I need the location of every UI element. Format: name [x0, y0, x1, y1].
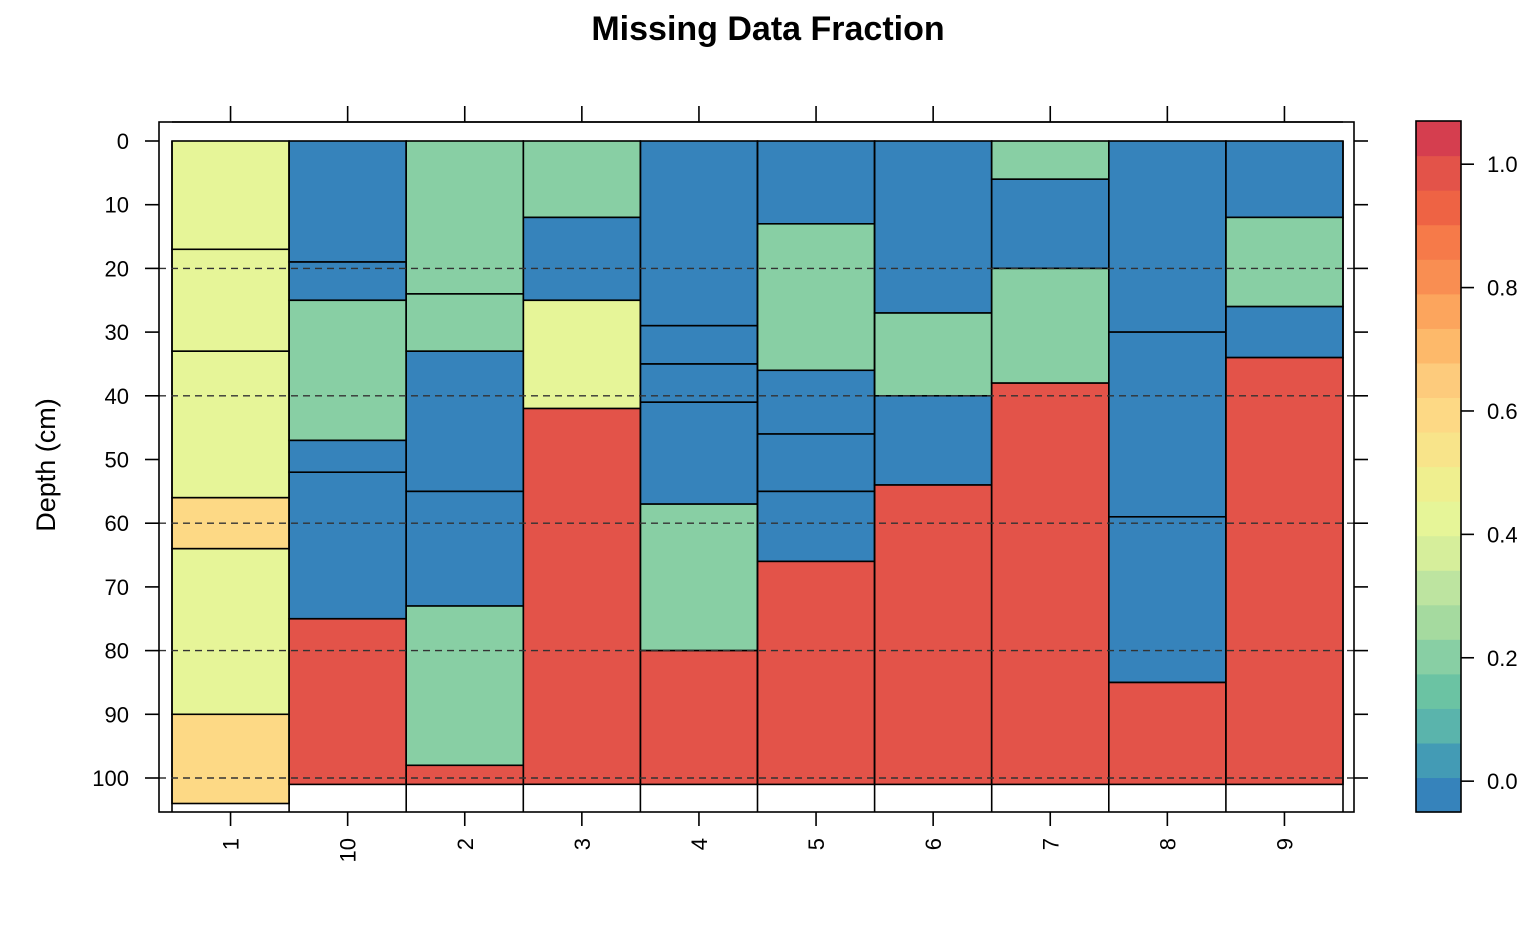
horizon-2-1	[405, 293, 525, 352]
x-tick-label-2: 2	[453, 838, 478, 850]
horizon-2-0	[405, 140, 525, 295]
horizon-5-2	[756, 369, 876, 435]
y-tick-label-50: 50	[105, 448, 129, 473]
colorbar-frame	[1415, 120, 1462, 813]
horizon-3-1	[522, 216, 642, 301]
y-tick-label-40: 40	[105, 384, 129, 409]
y-tick-label-60: 60	[105, 511, 129, 536]
x-tick-label-5: 5	[804, 838, 829, 850]
colorbar-tick-label-4: 0.8	[1487, 276, 1518, 301]
colorbar-segment-5	[1416, 604, 1461, 640]
horizon-4-5	[639, 649, 759, 786]
colorbar-segment-12	[1416, 362, 1461, 398]
colorbar-segment-1	[1416, 742, 1461, 779]
colorbar-segment-13	[1416, 328, 1461, 364]
horizon-7-1	[990, 178, 1110, 270]
horizon-7-3	[990, 382, 1110, 786]
horizon-6-0	[873, 140, 993, 314]
horizon-4-0	[639, 140, 759, 327]
colorbar-segment-4	[1416, 639, 1461, 675]
horizon-10-3	[288, 439, 408, 474]
colorbar-tick-label-5: 1.0	[1487, 152, 1518, 177]
colorbar-tick-label-1: 0.2	[1487, 646, 1518, 671]
y-tick-label-90: 90	[105, 702, 129, 727]
y-axis-label: Depth (cm)	[31, 398, 61, 532]
colorbar-segment-3	[1416, 673, 1461, 709]
horizon-2-4	[405, 605, 525, 767]
x-tick-label-9: 9	[1272, 838, 1297, 850]
y-tick-label-10: 10	[105, 193, 129, 218]
horizon-8-0	[1108, 140, 1227, 333]
x-tick-label-1: 1	[219, 838, 244, 850]
colorbar-tick-label-0: 0.0	[1487, 769, 1518, 794]
horizon-2-2	[405, 350, 525, 493]
y-tick-label-70: 70	[105, 575, 129, 600]
y-tick-label-20: 20	[105, 256, 129, 281]
y-tick-label-100: 100	[92, 766, 129, 791]
horizon-5-1	[756, 223, 876, 372]
horizon-4-1	[639, 324, 759, 365]
chart-title: Missing Data Fraction	[591, 10, 945, 48]
colorbar-tick-label-3: 0.6	[1487, 399, 1518, 424]
colorbar-segment-9	[1416, 466, 1461, 502]
colorbar-segment-16	[1416, 224, 1461, 260]
horizon-9-1	[1225, 216, 1344, 308]
horizon-4-4	[639, 503, 759, 652]
horizon-1-0	[171, 140, 290, 251]
colorbar-segment-6	[1416, 570, 1461, 606]
horizon-5-4	[756, 490, 876, 563]
x-tick-label-6: 6	[921, 838, 946, 850]
horizon-2-3	[405, 490, 525, 607]
x-tick-label-3: 3	[570, 838, 595, 850]
horizon-7-2	[990, 267, 1110, 384]
y-tick-label-0: 0	[117, 129, 129, 154]
horizon-8-1	[1108, 331, 1227, 518]
colorbar-segment-14	[1416, 293, 1461, 329]
x-tick-label-7: 7	[1038, 838, 1063, 850]
horizon-3-0	[522, 140, 642, 219]
horizon-10-4	[288, 471, 408, 620]
horizon-8-3	[1108, 681, 1227, 786]
horizon-5-5	[756, 560, 876, 786]
horizon-1-4	[171, 547, 290, 716]
horizon-4-3	[639, 401, 759, 505]
y-tick-label-80: 80	[105, 639, 129, 664]
horizon-3-2	[522, 299, 642, 410]
horizon-9-3	[1225, 356, 1344, 786]
horizon-9-2	[1225, 305, 1344, 359]
horizon-5-0	[756, 140, 876, 225]
horizon-6-2	[873, 394, 993, 486]
horizon-10-0	[288, 140, 408, 263]
colorbar-segment-10	[1416, 431, 1461, 468]
colorbar-segment-11	[1416, 397, 1461, 433]
colorbar-segment-8	[1416, 501, 1461, 537]
horizon-1-5	[171, 713, 290, 805]
horizon-3-3	[522, 407, 642, 786]
horizon-2-5	[405, 764, 525, 786]
x-tick-label-4: 4	[687, 838, 712, 850]
horizon-10-5	[288, 617, 408, 786]
x-tick-label-8: 8	[1155, 838, 1180, 850]
horizon-1-2	[171, 350, 290, 499]
horizon-5-3	[756, 433, 876, 493]
colorbar-segment-19	[1416, 121, 1461, 157]
plot-frame	[158, 121, 1355, 813]
colorbar-segment-2	[1416, 708, 1461, 744]
colorbar-segment-7	[1416, 535, 1461, 571]
horizon-10-2	[288, 299, 408, 442]
horizon-6-1	[873, 312, 993, 397]
colorbar-segment-17	[1416, 190, 1461, 226]
colorbar-tick-label-2: 0.4	[1487, 522, 1518, 547]
horizon-7-0	[990, 140, 1110, 181]
horizon-9-0	[1225, 140, 1344, 219]
x-tick-label-10: 10	[336, 838, 361, 862]
y-tick-label-30: 30	[105, 320, 129, 345]
colorbar-segment-15	[1416, 259, 1461, 295]
horizon-6-3	[873, 484, 993, 786]
horizon-1-1	[171, 248, 290, 353]
colorbar-segment-0	[1416, 777, 1461, 813]
colorbar-segment-18	[1416, 155, 1461, 191]
horizon-8-2	[1108, 515, 1227, 684]
